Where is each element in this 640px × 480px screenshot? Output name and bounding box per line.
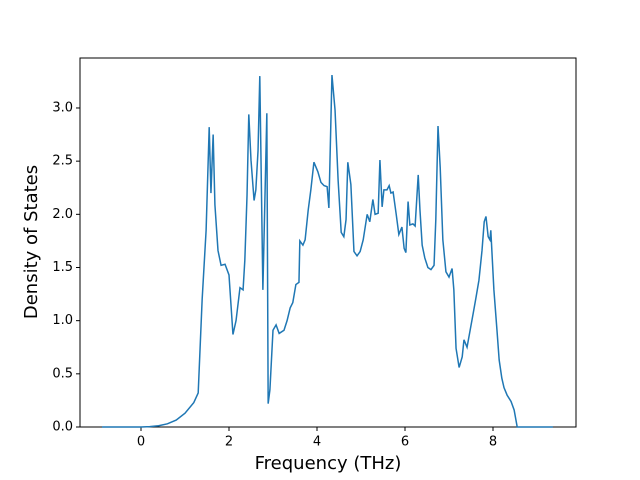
x-tick-label: 4 bbox=[313, 435, 321, 450]
y-tick-label: 1.0 bbox=[52, 313, 73, 328]
data-line bbox=[102, 74, 553, 428]
plot-frame bbox=[79, 57, 577, 428]
x-tick-label: 0 bbox=[137, 435, 145, 450]
y-tick-label: 3.0 bbox=[52, 100, 73, 115]
x-tick-label: 8 bbox=[489, 435, 497, 450]
x-tick-label: 6 bbox=[401, 435, 409, 450]
y-tick-label: 2.0 bbox=[52, 207, 73, 222]
y-tick-label: 1.5 bbox=[52, 260, 73, 275]
y-tick-label: 0.5 bbox=[52, 366, 73, 381]
x-axis-label: Frequency (THz) bbox=[255, 453, 402, 474]
y-tick-label: 0.0 bbox=[52, 420, 73, 435]
y-axis-label: Density of States bbox=[21, 165, 42, 319]
y-tick-label: 2.5 bbox=[52, 154, 73, 169]
x-tick-label: 2 bbox=[225, 435, 233, 450]
